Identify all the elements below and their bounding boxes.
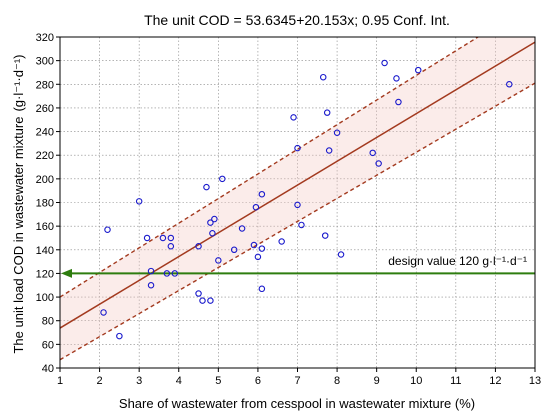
data-point (100, 309, 107, 316)
data-point (135, 198, 143, 205)
data-point (375, 160, 382, 167)
regression-line (60, 41, 535, 329)
data-point (211, 215, 218, 223)
data-point (294, 144, 301, 152)
data-point (238, 225, 246, 232)
y-tick-label: 300 (36, 56, 54, 68)
data-point (104, 226, 111, 233)
data-point (207, 297, 214, 304)
data-point (325, 147, 333, 154)
data-point (506, 81, 513, 88)
y-axis-label-text: The unit load COD in wastewater mixture (11, 117, 26, 354)
data-point (414, 66, 422, 74)
x-tick-label: 4 (176, 375, 182, 387)
y-tick-label: 180 (36, 198, 54, 210)
data-point (116, 332, 123, 340)
x-tick-label: 11 (450, 375, 461, 387)
data-point (171, 270, 179, 277)
data-point (333, 129, 341, 137)
data-point (219, 175, 226, 183)
data-point (167, 234, 175, 242)
y-tick-label: 260 (36, 103, 54, 115)
data-point (195, 242, 202, 250)
ci-upper-line (60, 37, 480, 298)
y-axis-label: The unit load COD in wastewater mixture (… (11, 54, 26, 353)
data-point (159, 234, 167, 242)
x-tick-label: 6 (255, 375, 261, 387)
confidence-band (60, 37, 535, 361)
y-tick-label: 280 (36, 79, 54, 91)
data-point (298, 221, 305, 229)
data-point (167, 242, 175, 250)
x-axis-label: Share of wastewater from cesspool in was… (119, 396, 475, 411)
data-point (163, 270, 171, 277)
data-point (258, 245, 266, 252)
data-point (393, 75, 400, 82)
data-point (252, 203, 260, 211)
y-tick-label: 60 (42, 339, 54, 351)
chart-title: The unit COD = 53.6345+20.153x; 0.95 Con… (144, 12, 450, 28)
x-tick-label: 9 (374, 375, 380, 387)
x-tick-label: 2 (97, 375, 103, 387)
data-point (147, 267, 155, 275)
data-point (294, 201, 301, 209)
data-point (258, 190, 266, 198)
data-point (230, 246, 238, 254)
data-point (319, 73, 327, 81)
x-tick-label: 5 (215, 375, 221, 387)
data-point (369, 149, 376, 157)
regression-layer (60, 41, 535, 329)
data-point (199, 297, 206, 304)
data-point (254, 253, 262, 261)
x-tick-label: 8 (334, 375, 340, 387)
x-tick-label: 1 (57, 375, 63, 387)
data-point (207, 219, 214, 226)
data-point (290, 114, 297, 121)
y-axis-label-unit: (g·l⁻¹·d⁻¹) (11, 54, 26, 111)
ci-lower-line (60, 82, 535, 361)
x-tick-label: 3 (136, 375, 142, 387)
data-point (381, 59, 388, 67)
x-tick-label: 12 (489, 375, 501, 387)
y-axis-ticks: 40 60 80 100 120 140 160 180 200 220 240 260 280 300 3… (36, 32, 60, 375)
data-point (209, 229, 216, 237)
y-tick-label: 80 (42, 316, 54, 328)
data-point (337, 251, 345, 258)
design-value-arrowhead (61, 268, 72, 278)
y-tick-label: 40 (42, 363, 54, 375)
x-tick-label: 13 (529, 375, 541, 387)
data-point (195, 290, 202, 297)
data-point (147, 281, 155, 289)
data-point (395, 98, 402, 106)
y-tick-label: 100 (36, 292, 54, 304)
data-point (143, 234, 151, 242)
data-point (278, 238, 285, 245)
data-point (258, 285, 266, 293)
x-tick-label: 10 (410, 375, 422, 387)
design-value-label: design value 120 g·l⁻¹·d⁻¹ (388, 254, 527, 268)
scatter-points (100, 59, 513, 340)
data-point (203, 183, 210, 191)
y-tick-label: 160 (36, 221, 54, 233)
y-tick-label: 320 (36, 32, 54, 44)
y-tick-label: 140 (36, 245, 54, 257)
y-tick-label: 120 (36, 268, 54, 280)
x-tick-label: 7 (294, 375, 300, 387)
confidence-band-fill (60, 37, 535, 360)
y-tick-label: 240 (36, 127, 54, 139)
data-point (321, 232, 329, 239)
data-point (323, 109, 331, 116)
data-point (215, 257, 222, 264)
data-point (250, 241, 258, 249)
y-tick-label: 220 (36, 150, 54, 162)
design-value-layer (61, 268, 535, 278)
grid (60, 37, 535, 368)
x-axis-ticks: 1 2 3 4 5 6 7 8 9 10 11 12 13 (57, 368, 541, 387)
y-tick-label: 200 (36, 174, 54, 186)
